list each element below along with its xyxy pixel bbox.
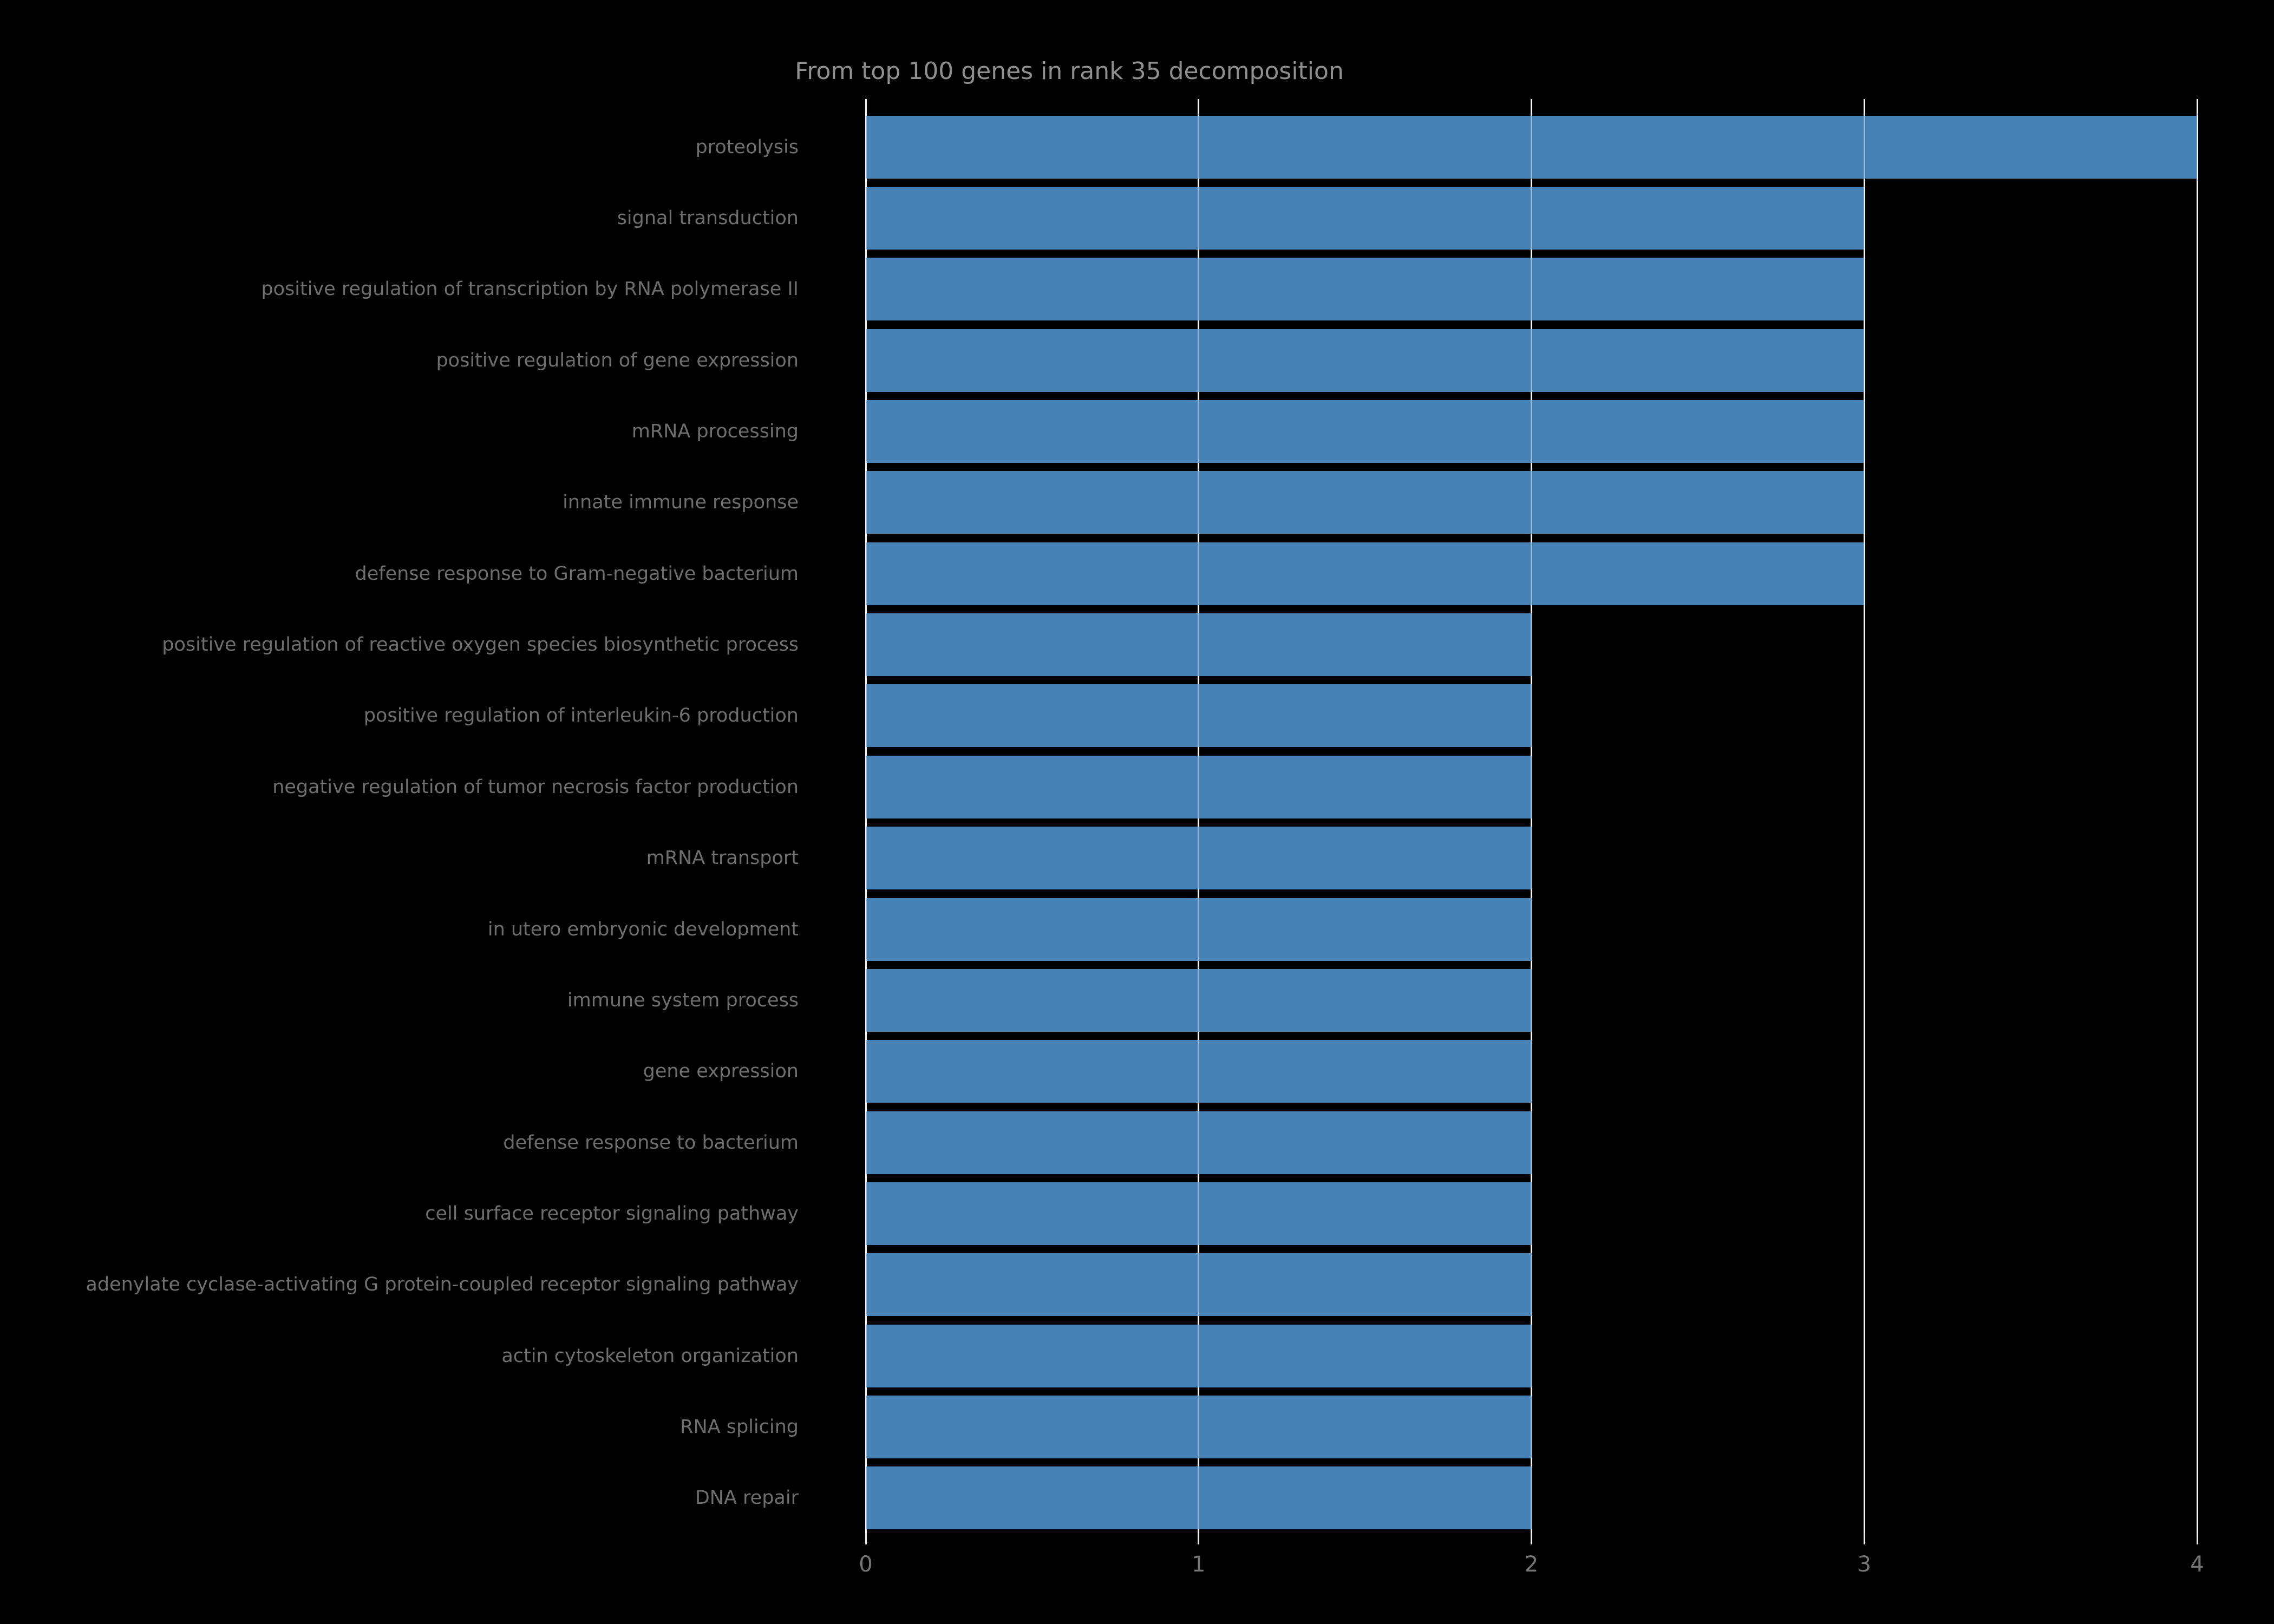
category-label: positive regulation of reactive oxygen s…	[162, 634, 799, 656]
x-tick-label: 4	[2190, 1552, 2204, 1577]
x-gridline-overlay	[2196, 99, 2198, 1534]
category-label: gene expression	[643, 1060, 799, 1083]
category-label: negative regulation of tumor necrosis fa…	[272, 776, 799, 798]
x-tick-label: 0	[859, 1552, 873, 1577]
bar	[866, 1466, 1532, 1530]
x-tick-label: 3	[1857, 1552, 1871, 1577]
bar-row	[866, 467, 2197, 538]
x-tick-mark	[1863, 1534, 1865, 1544]
bars-layer	[866, 112, 2197, 1534]
x-gridline	[1531, 99, 1532, 1534]
x-tick-label: 1	[1192, 1552, 1206, 1577]
category-label: DNA repair	[695, 1487, 799, 1509]
bar-row	[866, 1178, 2197, 1249]
bar-row	[866, 325, 2197, 396]
x-gridline-overlay	[1531, 99, 1532, 1534]
y-axis-labels: proteolysis signal transduction positive r…	[0, 112, 799, 1534]
category-label: immune system process	[567, 989, 799, 1011]
category-label: defense response to bacterium	[503, 1131, 799, 1154]
bar	[866, 613, 1532, 677]
bar	[866, 1395, 1532, 1458]
bar-row	[866, 1463, 2197, 1534]
bar	[866, 1253, 1532, 1317]
bar	[866, 1182, 1532, 1245]
bar-row	[866, 112, 2197, 182]
x-gridline-overlay	[865, 99, 867, 1534]
bar	[866, 1324, 1532, 1387]
category-label: innate immune response	[563, 492, 799, 514]
bar-row	[866, 894, 2197, 965]
bar	[866, 187, 1865, 250]
category-label: RNA splicing	[680, 1416, 799, 1438]
category-label: defense response to Gram-negative bacter…	[355, 562, 799, 585]
bar	[866, 684, 1532, 748]
bar	[866, 755, 1532, 818]
bar	[866, 898, 1532, 961]
bar-row	[866, 965, 2197, 1036]
bar-row	[866, 609, 2197, 680]
plot-area: 0 1 2 3 4	[859, 99, 2204, 1577]
bar-row	[866, 1036, 2197, 1107]
bar-row	[866, 751, 2197, 822]
gridlines-overlay-layer	[865, 99, 2198, 1534]
bar	[866, 115, 2197, 179]
chart-title: From top 100 genes in rank 35 decomposit…	[795, 57, 1344, 85]
bar-row	[866, 538, 2197, 609]
category-label: positive regulation of gene expression	[436, 349, 799, 371]
category-label: mRNA processing	[631, 421, 799, 443]
bar-row	[866, 1107, 2197, 1178]
category-label: actin cytoskeleton organization	[501, 1345, 799, 1367]
bar-row	[866, 1320, 2197, 1391]
category-label: in utero embryonic development	[487, 918, 799, 940]
bar	[866, 258, 1865, 321]
bar	[866, 542, 1865, 605]
bar	[866, 1111, 1532, 1174]
category-label: adenylate cyclase-activating G protein-c…	[86, 1274, 799, 1296]
bar	[866, 400, 1865, 463]
x-tick-mark	[1531, 1534, 1532, 1544]
bar-row	[866, 1249, 2197, 1320]
bar-row	[866, 1391, 2197, 1462]
category-label: positive regulation of interleukin-6 pro…	[363, 705, 799, 727]
x-gridline	[2196, 99, 2198, 1534]
bar-row	[866, 182, 2197, 253]
x-gridline	[1863, 99, 1865, 1534]
bar	[866, 471, 1865, 534]
bar-row	[866, 823, 2197, 894]
x-axis: 0 1 2 3 4	[859, 99, 2204, 1577]
category-label: positive regulation of transcription by …	[261, 278, 799, 300]
category-label: mRNA transport	[646, 847, 799, 869]
x-tick-label: 2	[1524, 1552, 1539, 1577]
bar	[866, 968, 1532, 1032]
bar-row	[866, 254, 2197, 325]
x-gridline-overlay	[1863, 99, 1865, 1534]
category-label: signal transduction	[617, 207, 799, 230]
bar-row	[866, 680, 2197, 751]
category-label: proteolysis	[695, 136, 799, 158]
bar	[866, 1040, 1532, 1103]
x-tick-mark	[1198, 1534, 1200, 1544]
x-tick-mark	[865, 1534, 867, 1544]
x-gridline-overlay	[1198, 99, 1200, 1534]
bar	[866, 329, 1865, 392]
x-tick-mark	[2196, 1534, 2198, 1544]
bar-row	[866, 396, 2197, 467]
bar	[866, 827, 1532, 890]
category-label: cell surface receptor signaling pathway	[425, 1202, 799, 1224]
